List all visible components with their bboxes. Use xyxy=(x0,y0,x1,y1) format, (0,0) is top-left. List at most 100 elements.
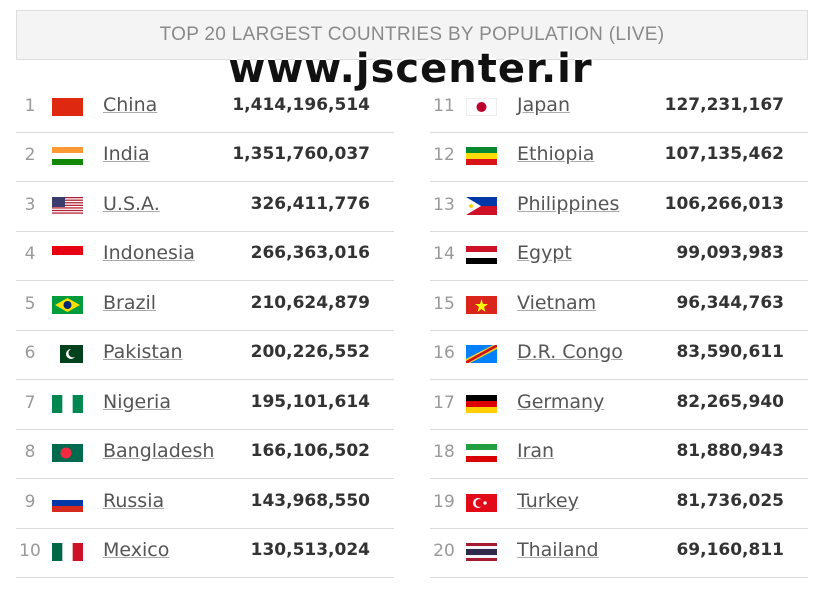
country-link[interactable]: China xyxy=(103,94,158,116)
table-row: 15 Vietnam 96,344,763 xyxy=(430,281,808,331)
rank: 18 xyxy=(433,442,455,463)
table-row: 8 Bangladesh 166,106,502 xyxy=(16,429,394,480)
country-link[interactable]: Japan xyxy=(517,94,570,116)
flag-icon xyxy=(52,444,83,463)
population: 83,590,611 xyxy=(676,342,784,363)
rank: 1 xyxy=(24,96,36,116)
flag-icon xyxy=(466,246,497,265)
population: 106,266,013 xyxy=(664,193,784,214)
flag-icon xyxy=(466,147,497,166)
table-row: 18 Iran 81,880,943 xyxy=(430,429,808,480)
rank: 16 xyxy=(433,343,455,364)
rank: 3 xyxy=(24,194,36,215)
rank: 6 xyxy=(24,343,36,364)
country-link[interactable]: Vietnam xyxy=(517,291,597,314)
rank: 13 xyxy=(433,194,455,215)
country-link[interactable]: Nigeria xyxy=(103,390,171,413)
country-link[interactable]: Indonesia xyxy=(103,242,195,265)
country-link[interactable]: Pakistan xyxy=(103,341,183,364)
rank: 15 xyxy=(433,293,455,314)
country-link[interactable]: U.S.A. xyxy=(103,192,160,215)
flag-icon xyxy=(466,543,497,562)
population: 69,160,811 xyxy=(676,540,784,561)
watermark: www.jscenter.ir xyxy=(228,46,593,92)
population: 143,968,550 xyxy=(250,490,370,511)
population: 82,265,940 xyxy=(676,391,784,412)
flag-icon xyxy=(52,196,83,214)
rank: 5 xyxy=(24,293,36,314)
flag-icon xyxy=(52,246,83,265)
population: 326,411,776 xyxy=(250,193,370,214)
table-row: 10 Mexico 130,513,024 xyxy=(16,528,394,579)
rank: 20 xyxy=(433,541,455,562)
table-row: 14 Egypt 99,093,983 xyxy=(430,231,808,282)
flag-icon xyxy=(466,444,497,463)
table-row: 5 Brazil 210,624,879 xyxy=(16,281,394,331)
country-link[interactable]: D.R. Congo xyxy=(517,341,623,364)
table-row: 20 Thailand 69,160,811 xyxy=(430,528,808,579)
rank: 7 xyxy=(24,392,36,413)
rank: 17 xyxy=(433,392,455,413)
header-title: TOP 20 LARGEST COUNTRIES BY POPULATION (… xyxy=(16,10,808,60)
flag-icon xyxy=(52,543,83,562)
flag-icon xyxy=(466,345,497,364)
country-link[interactable]: Mexico xyxy=(103,539,170,562)
table-row: 7 Nigeria 195,101,614 xyxy=(16,380,394,430)
flag-icon xyxy=(466,98,497,116)
country-link[interactable]: Ethiopia xyxy=(517,143,595,166)
rank: 8 xyxy=(24,442,36,463)
country-link[interactable]: Bangladesh xyxy=(103,440,215,463)
population: 127,231,167 xyxy=(664,95,784,115)
country-link[interactable]: Iran xyxy=(517,440,555,463)
flag-icon xyxy=(466,394,497,413)
population: 266,363,016 xyxy=(250,243,370,264)
rank: 11 xyxy=(433,96,455,116)
table-row: 17 Germany 82,265,940 xyxy=(430,380,808,430)
rank: 14 xyxy=(433,244,455,265)
flag-icon xyxy=(466,295,497,314)
flag-icon xyxy=(466,493,497,512)
population: 166,106,502 xyxy=(250,441,370,462)
rank: 10 xyxy=(19,541,41,562)
population: 130,513,024 xyxy=(250,540,370,561)
table-row: 19 Turkey 81,736,025 xyxy=(430,479,808,529)
table-row: 2 India 1,351,760,037 xyxy=(16,132,394,183)
table-row: 13 Philippines 106,266,013 xyxy=(430,182,808,232)
flag-icon xyxy=(52,394,83,413)
population: 107,135,462 xyxy=(664,144,784,165)
table-row: 16 D.R. Congo 83,590,611 xyxy=(430,330,808,381)
flag-icon xyxy=(52,295,83,314)
population: 1,414,196,514 xyxy=(232,95,370,115)
population: 81,880,943 xyxy=(676,441,784,462)
country-link[interactable]: Germany xyxy=(517,390,605,413)
rank: 2 xyxy=(24,145,36,166)
rank: 12 xyxy=(433,145,455,166)
population: 99,093,983 xyxy=(676,243,784,264)
table-row: 4 Indonesia 266,363,016 xyxy=(16,231,394,282)
country-link[interactable]: Thailand xyxy=(517,539,599,562)
rank: 4 xyxy=(24,244,36,265)
population: 1,351,760,037 xyxy=(232,144,370,165)
country-link[interactable]: Brazil xyxy=(103,291,157,314)
population: 81,736,025 xyxy=(676,490,784,511)
table-row: 12 Ethiopia 107,135,462 xyxy=(430,132,808,183)
population: 200,226,552 xyxy=(250,342,370,363)
country-link[interactable]: Russia xyxy=(103,489,165,512)
country-link[interactable]: Egypt xyxy=(517,242,572,265)
table-row: 6 Pakistan 200,226,552 xyxy=(16,330,394,381)
flag-icon xyxy=(52,345,83,364)
table-row: 9 Russia 143,968,550 xyxy=(16,479,394,529)
population: 96,344,763 xyxy=(676,292,784,313)
country-link[interactable]: India xyxy=(103,143,150,166)
flag-icon xyxy=(466,196,497,215)
flag-icon xyxy=(52,147,83,166)
flag-icon xyxy=(52,98,83,116)
table-row: 11 Japan 127,231,167 xyxy=(430,83,808,133)
country-link[interactable]: Turkey xyxy=(517,489,579,512)
table-row: 1 China 1,414,196,514 xyxy=(16,83,394,133)
country-link[interactable]: Philippines xyxy=(517,192,620,215)
rank: 19 xyxy=(433,491,455,512)
rank: 9 xyxy=(24,491,36,512)
flag-icon xyxy=(52,493,83,512)
